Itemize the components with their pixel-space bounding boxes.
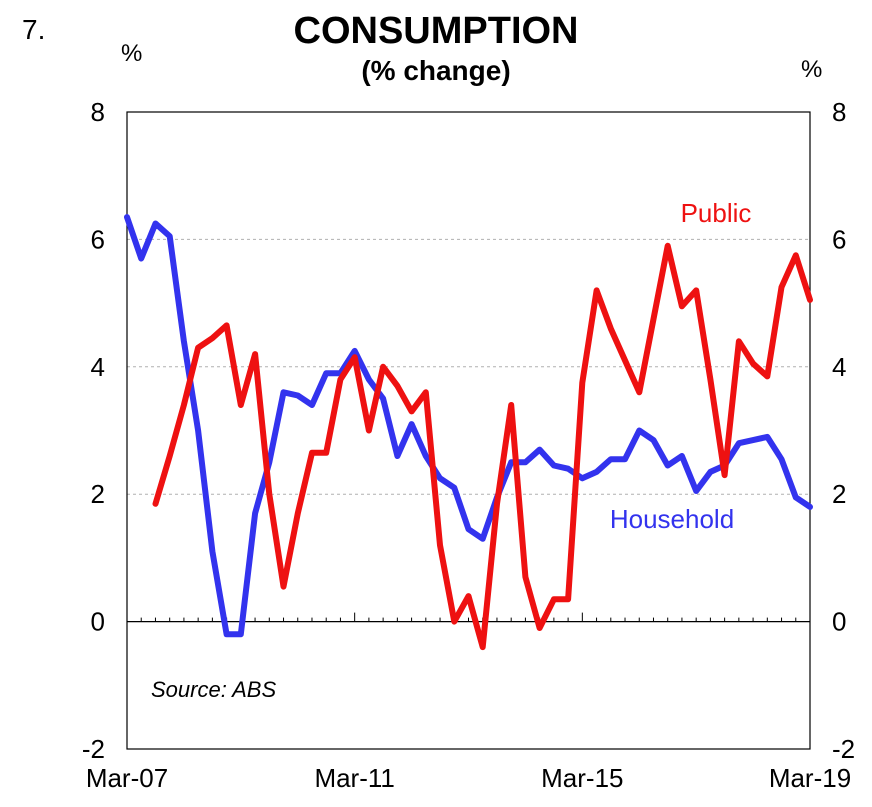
figure-number: 7. (22, 14, 46, 45)
left-axis-unit: % (121, 40, 143, 67)
x-tick-label: Mar-19 (769, 763, 851, 793)
public-series-line (152, 242, 813, 651)
y-tick-left: -2 (82, 734, 105, 764)
x-tick-label: Mar-15 (541, 763, 623, 793)
y-tick-right: -2 (832, 734, 855, 764)
chart-subtitle: (% change) (361, 55, 511, 86)
chart-title: CONSUMPTION (293, 10, 579, 52)
y-tick-right: 2 (832, 479, 846, 509)
y-tick-left: 4 (91, 352, 105, 382)
source-note: Source: ABS (151, 677, 276, 702)
y-tick-right: 4 (832, 352, 846, 382)
y-tick-left: 2 (91, 479, 105, 509)
plot-frame (126, 111, 811, 750)
y-tick-left: 6 (91, 224, 105, 254)
y-tick-left: 8 (91, 97, 105, 127)
household-series-label: Household (610, 504, 734, 534)
right-axis-unit: % (801, 56, 823, 83)
x-tick-label: Mar-11 (314, 763, 394, 793)
y-tick-right: 8 (832, 97, 846, 127)
y-tick-right: 6 (832, 224, 846, 254)
x-tick-label: Mar-07 (86, 763, 168, 793)
household-series-line (124, 214, 813, 638)
public-series-label: Public (681, 198, 752, 228)
y-tick-right: 0 (832, 607, 846, 637)
y-tick-left: 0 (91, 607, 105, 637)
